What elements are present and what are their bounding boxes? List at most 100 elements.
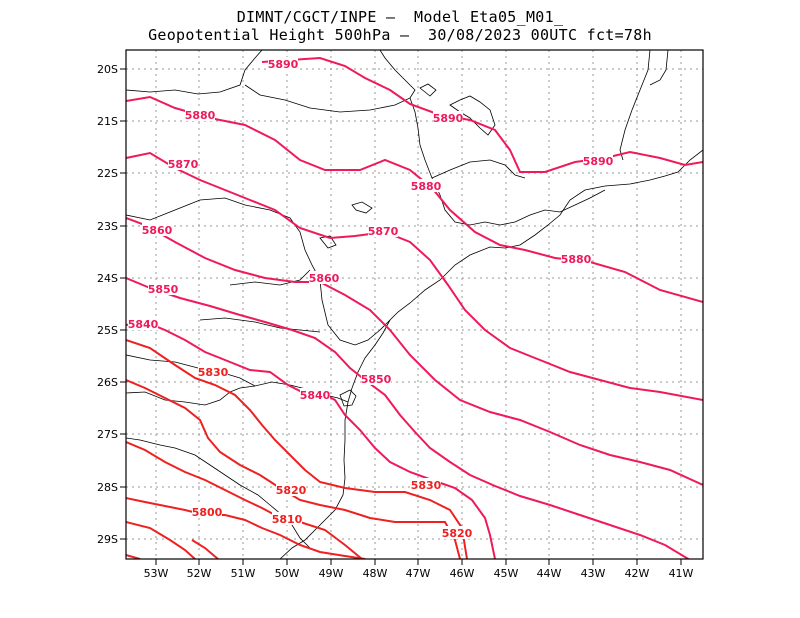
- contour-label-5890: 5890: [268, 58, 299, 71]
- state-border-3: [409, 97, 606, 226]
- contour-label-5860: 5860: [142, 224, 173, 237]
- contour-5800: [126, 497, 366, 559]
- state-border-4: [431, 159, 526, 179]
- contour-label-bg: [168, 157, 198, 170]
- state-border-5: [619, 50, 651, 161]
- state-border-7: [126, 197, 391, 346]
- warm-contours: [126, 56, 703, 559]
- contour-5850: [126, 277, 691, 559]
- contour-label-5810: 5810: [272, 513, 303, 526]
- contour-label-5850: 5850: [148, 283, 179, 296]
- gridlines: [126, 50, 703, 559]
- contour-label-bg: [148, 282, 178, 295]
- contour-label-5870: 5870: [168, 158, 199, 171]
- contour-5830: [126, 339, 468, 559]
- contour-label-bg: [268, 57, 298, 70]
- lake-1: [449, 95, 496, 136]
- contour-label-bg: [198, 365, 228, 378]
- lon-label-46w: 46W: [450, 567, 475, 580]
- lon-label-50w: 50W: [275, 567, 300, 580]
- contour-label-bg: [433, 111, 463, 124]
- contour-label-bg: [185, 108, 215, 121]
- contour-label-5870: 5870: [368, 225, 399, 238]
- contour-label-bg: [583, 154, 613, 167]
- lon-label-49w: 49W: [319, 567, 344, 580]
- contour-5870: [126, 151, 703, 401]
- contour-label-bg: [276, 483, 306, 496]
- contour-label-5820: 5820: [442, 527, 473, 540]
- country-border-3: [229, 269, 311, 286]
- contour-5890: [261, 56, 703, 173]
- contour-label-bg: [361, 372, 391, 385]
- lake-3: [351, 201, 373, 214]
- country-border-1: [126, 385, 256, 406]
- contour-label-5830: 5830: [198, 366, 229, 379]
- lon-label-51w: 51W: [231, 567, 256, 580]
- cold-contours: [126, 339, 468, 559]
- lat-label-23s: 23S: [97, 220, 118, 233]
- lon-label-48w: 48W: [363, 567, 388, 580]
- contour-label-5830: 5830: [411, 479, 442, 492]
- state-border-2: [244, 50, 416, 113]
- lon-label-45w: 45W: [494, 567, 519, 580]
- lon-label-52w: 52W: [187, 567, 212, 580]
- contour-label-5840: 5840: [128, 318, 159, 331]
- contour-label-5890: 5890: [433, 112, 464, 125]
- lat-labels: 20S 21S 22S 23S 24S 25S 26S 27S 28S 29S: [97, 63, 118, 546]
- contour-label-5820: 5820: [276, 484, 307, 497]
- lon-label-53w: 53W: [144, 567, 169, 580]
- contour-5790: [126, 521, 196, 559]
- contour-5790b: [191, 539, 219, 559]
- contour-5820: [126, 379, 461, 559]
- contour-label-bg: [272, 512, 302, 525]
- lat-label-20s: 20S: [97, 63, 118, 76]
- lon-label-43w: 43W: [581, 567, 606, 580]
- lon-label-42w: 42W: [625, 567, 650, 580]
- contour-label-bg: [442, 526, 472, 539]
- contour-label-5850: 5850: [361, 373, 392, 386]
- contour-label-bg: [368, 224, 398, 237]
- plot-frame: [125, 49, 704, 560]
- contour-label-bg: [561, 252, 591, 265]
- lat-label-25s: 25S: [97, 324, 118, 337]
- contour-label-bg: [309, 271, 339, 284]
- contour-label-5800: 5800: [192, 506, 223, 519]
- coastline: [279, 149, 703, 559]
- contour-label-bg: [411, 478, 441, 491]
- contour-label-5880: 5880: [561, 253, 592, 266]
- lat-label-27s: 27S: [97, 428, 118, 441]
- lat-label-21s: 21S: [97, 115, 118, 128]
- contour-label-bg: [300, 388, 330, 401]
- contour-label-bg: [142, 223, 172, 236]
- lake-2: [419, 83, 437, 97]
- contour-label-bg: [192, 505, 222, 518]
- contour-label-5880: 5880: [411, 180, 442, 193]
- lon-label-44w: 44W: [537, 567, 562, 580]
- contour-label-5840: 5840: [300, 389, 331, 402]
- lat-label-24s: 24S: [97, 272, 118, 285]
- lon-labels: 53W 52W 51W 50W 49W 48W 47W 46W 45W 44W …: [144, 567, 694, 580]
- chart-title-line-1: DIMNT/CGCT/INPE – Model Eta05_M01_: [236, 8, 564, 26]
- tick-marks: [120, 68, 682, 565]
- chart-title-line-2: Geopotential Height 500hPa – 30/08/2023 …: [148, 26, 652, 44]
- lat-label-22s: 22S: [97, 167, 118, 180]
- contour-5880: [126, 95, 703, 303]
- lon-label-47w: 47W: [406, 567, 431, 580]
- contour-5810: [126, 441, 363, 559]
- island: [339, 389, 357, 407]
- contour-5860: [126, 217, 703, 486]
- contour-5840: [126, 320, 496, 559]
- lat-label-26s: 26S: [97, 376, 118, 389]
- contour-label-5880: 5880: [185, 109, 216, 122]
- contour-label-bg: [411, 179, 441, 192]
- state-border-1: [126, 50, 263, 95]
- lat-label-29s: 29S: [97, 533, 118, 546]
- contour-label-bg: [128, 317, 158, 330]
- contour-label-5890: 5890: [583, 155, 614, 168]
- lon-label-41w: 41W: [669, 567, 694, 580]
- lat-label-28s: 28S: [97, 481, 118, 494]
- contour-5780: [126, 554, 141, 559]
- country-border-4: [199, 317, 321, 333]
- contour-labels: 5890 5890 5890 5880 5880 5880 5870 5870 5860 5860…: [128, 57, 614, 540]
